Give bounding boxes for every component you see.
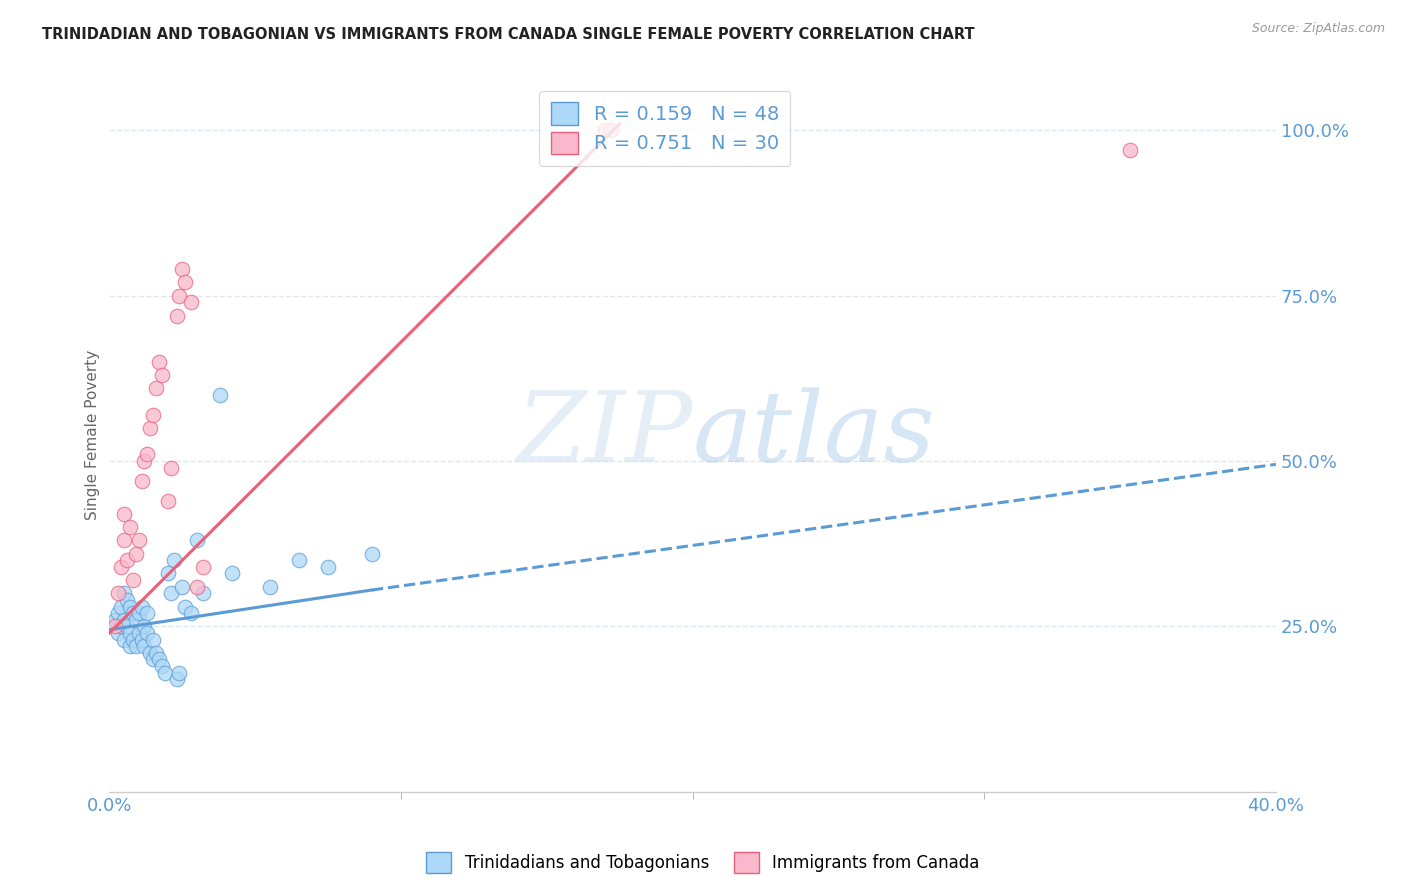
Point xyxy=(156,493,179,508)
Point xyxy=(131,632,153,647)
Point xyxy=(1119,143,1142,157)
Text: TRINIDADIAN AND TOBAGONIAN VS IMMIGRANTS FROM CANADA SINGLE FEMALE POVERTY CORRE: TRINIDADIAN AND TOBAGONIAN VS IMMIGRANTS… xyxy=(42,27,974,42)
Point xyxy=(112,533,135,548)
Point xyxy=(288,553,311,567)
Point xyxy=(316,559,339,574)
Point xyxy=(361,547,384,561)
Point xyxy=(150,659,173,673)
Point xyxy=(259,580,281,594)
Point xyxy=(156,566,179,581)
Y-axis label: Single Female Poverty: Single Female Poverty xyxy=(86,350,100,520)
Text: Source: ZipAtlas.com: Source: ZipAtlas.com xyxy=(1251,22,1385,36)
Point xyxy=(136,447,159,461)
Text: ZIP: ZIP xyxy=(516,387,693,483)
Point xyxy=(172,580,194,594)
Point xyxy=(131,599,153,614)
Point xyxy=(159,460,181,475)
Point xyxy=(174,276,197,290)
Point xyxy=(104,613,127,627)
Point xyxy=(128,533,150,548)
Point xyxy=(169,288,191,302)
Text: atlas: atlas xyxy=(693,387,935,483)
Point xyxy=(166,673,188,687)
Point xyxy=(150,368,173,382)
Point xyxy=(125,547,148,561)
Point xyxy=(136,626,159,640)
Point xyxy=(166,309,188,323)
Point xyxy=(142,632,165,647)
Point xyxy=(186,580,208,594)
Point xyxy=(174,599,197,614)
Point xyxy=(134,454,156,468)
Point xyxy=(115,553,138,567)
Point xyxy=(131,474,153,488)
Point xyxy=(112,586,135,600)
Point xyxy=(134,639,156,653)
Legend: R = 0.159   N = 48, R = 0.751   N = 30: R = 0.159 N = 48, R = 0.751 N = 30 xyxy=(538,91,790,166)
Point xyxy=(118,639,141,653)
Point xyxy=(107,626,129,640)
Point xyxy=(148,652,170,666)
Point xyxy=(121,606,143,620)
Point xyxy=(209,388,232,402)
Point xyxy=(145,646,167,660)
Point xyxy=(159,586,181,600)
Point xyxy=(107,586,129,600)
Point xyxy=(112,507,135,521)
Point xyxy=(169,665,191,680)
Point xyxy=(145,381,167,395)
Point xyxy=(110,619,132,633)
Point xyxy=(221,566,243,581)
Point xyxy=(128,626,150,640)
Point xyxy=(121,573,143,587)
Point xyxy=(148,355,170,369)
Point xyxy=(142,652,165,666)
Point xyxy=(128,606,150,620)
Point xyxy=(121,632,143,647)
Point xyxy=(142,408,165,422)
Point xyxy=(115,619,138,633)
Point xyxy=(125,639,148,653)
Point xyxy=(118,626,141,640)
Point xyxy=(136,606,159,620)
Point xyxy=(191,586,214,600)
Point xyxy=(110,599,132,614)
Legend: Trinidadians and Tobagonians, Immigrants from Canada: Trinidadians and Tobagonians, Immigrants… xyxy=(419,846,987,880)
Point xyxy=(134,619,156,633)
Point xyxy=(118,599,141,614)
Point xyxy=(191,559,214,574)
Point xyxy=(153,665,176,680)
Point xyxy=(125,613,148,627)
Point xyxy=(593,123,616,137)
Point xyxy=(186,533,208,548)
Point xyxy=(180,606,202,620)
Point xyxy=(600,123,623,137)
Point xyxy=(115,593,138,607)
Point xyxy=(107,606,129,620)
Point xyxy=(110,559,132,574)
Point xyxy=(112,613,135,627)
Point xyxy=(112,632,135,647)
Point xyxy=(180,295,202,310)
Point xyxy=(104,619,127,633)
Point xyxy=(162,553,184,567)
Point xyxy=(139,421,162,435)
Point xyxy=(139,646,162,660)
Point xyxy=(172,262,194,277)
Point xyxy=(118,520,141,534)
